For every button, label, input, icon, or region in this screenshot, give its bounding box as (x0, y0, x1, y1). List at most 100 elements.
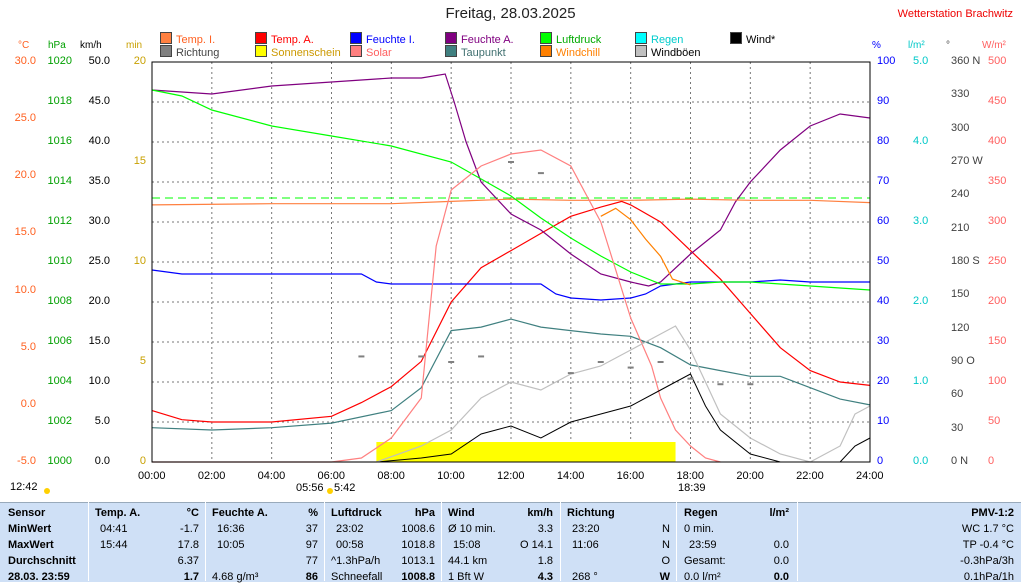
unit-humidity: % (872, 40, 881, 51)
pressure-value: 1018.8 (401, 539, 435, 551)
direction-point (448, 361, 455, 363)
solar-tick: 150 (988, 335, 1007, 347)
direction-tick: 210 (951, 221, 970, 234)
temp-tick: 15.0 (14, 226, 36, 239)
legend-item: Richtung (160, 45, 219, 59)
rain-value: 0.0 (773, 555, 789, 567)
direction-point (508, 161, 514, 163)
rain-header: Regen (684, 507, 718, 519)
legend-item: Temp. I. (160, 32, 215, 46)
legend-swatch (635, 32, 647, 44)
x-tick: 20:00 (736, 470, 764, 482)
wind-tick: 50.0 (88, 55, 110, 67)
pressure-tick: 1018 (47, 95, 72, 107)
pressure-cell: 00:58 (336, 539, 364, 551)
solar-tick: 400 (988, 135, 1007, 147)
direction-tick: 60 (951, 388, 964, 401)
humidity-header: Feuchte A. (212, 507, 268, 519)
wind-value: 1.8 (537, 555, 553, 567)
legend-item: Windchill (540, 45, 600, 59)
direction-tick: 180 S (951, 255, 980, 267)
solar-tick: 200 (988, 295, 1007, 307)
legend-swatch (730, 32, 742, 44)
legend-label: Feuchte A. (461, 34, 514, 46)
x-tick: 10:00 (437, 470, 465, 482)
solar-tick: 350 (988, 175, 1007, 187)
humidity-tick: 50 (877, 255, 890, 267)
direction-cell: 268 ° (572, 571, 598, 583)
pressure-tick: 1020 (47, 55, 72, 67)
stats-divider (88, 502, 89, 581)
unit-rain: l/m² (908, 40, 925, 51)
stats-divider (205, 502, 206, 581)
temp-tick: 30.0 (14, 55, 36, 67)
solar-tick: 100 (988, 375, 1007, 387)
sunset-label: 18:39 (678, 482, 706, 494)
rain-value: 0.0 (773, 571, 789, 583)
temp-header: Temp. A. (95, 507, 141, 519)
legend-swatch (160, 45, 172, 57)
unit-solar: W/m² (982, 40, 1006, 51)
unit-direction: ° (946, 40, 950, 51)
humidity-tick: 70 (877, 175, 890, 187)
direction-value: O (661, 555, 670, 567)
wind-tick: 15.0 (88, 335, 110, 347)
stats-divider (324, 502, 325, 581)
pressure-tick: 1000 (47, 455, 72, 467)
humidity-value: 97 (305, 539, 318, 551)
direction-point (567, 372, 574, 375)
direction-point (597, 361, 604, 363)
legend-label: Richtung (176, 47, 220, 59)
wind-tick: 20.0 (88, 295, 110, 307)
direction-cell: 11:06 (572, 539, 599, 551)
legend-item: Regen (635, 32, 683, 46)
legend-item: Feuchte A. (445, 32, 514, 46)
unit-temp: °C (18, 40, 30, 51)
pressure-tick: 1006 (47, 335, 72, 347)
x-tick: 06:00 (317, 470, 346, 482)
pressure-cell: Schneefall (331, 571, 383, 583)
x-tick: 02:00 (197, 470, 226, 482)
wind-tick: 35.0 (88, 175, 110, 187)
temp-tick: 20.0 (14, 169, 36, 182)
humidity-tick: 0 (877, 455, 884, 467)
direction-cell: 23:20 (572, 523, 600, 535)
humidity-tick: 60 (877, 215, 890, 227)
wind-tick: 45.0 (88, 95, 110, 107)
wind-value: 4.3 (537, 571, 553, 583)
wind-cell: Ø 10 min. (448, 523, 496, 535)
series-feuchte-i- (151, 269, 870, 301)
temp-value: 6.37 (177, 555, 199, 567)
legend-swatch (540, 32, 552, 44)
direction-point (717, 383, 724, 386)
legend-item: Wind* (730, 32, 775, 46)
wind-value: 3.3 (537, 523, 553, 535)
wind-header: Wind (448, 507, 475, 519)
sun-tick: 15 (133, 155, 146, 167)
humidity-cell: 4.68 g/m³ (212, 571, 259, 583)
humidity-tick: 90 (877, 95, 890, 107)
stats-row-label: MaxWert (8, 539, 54, 551)
series-windb-en (152, 325, 871, 463)
direction-tick: 150 (951, 288, 970, 301)
series-feuchte-a- (151, 73, 871, 287)
series-taupunkt (151, 318, 871, 431)
humidity-tick: 100 (877, 55, 896, 67)
legend-label: Windchill (556, 47, 601, 59)
wind-tick: 5.0 (94, 415, 110, 427)
pressure-header: Luftdruck (331, 507, 382, 519)
legend-swatch (635, 45, 647, 57)
legend-label: Solar (366, 47, 392, 59)
direction-point (657, 361, 664, 363)
pressure-tick: 1012 (47, 215, 72, 227)
direction-value: N (662, 539, 670, 551)
pressure-unit: hPa (414, 507, 435, 519)
x-tick: 00:00 (138, 470, 166, 482)
stats-row-label: Durchschnitt (8, 555, 76, 567)
wind-tick: 10.0 (88, 375, 110, 387)
humidity-value: 77 (305, 555, 318, 567)
stats-row-label: MinWert (8, 523, 52, 535)
stats-divider (441, 502, 442, 581)
direction-tick: 120 (951, 321, 970, 334)
pressure-cell: 23:02 (336, 523, 364, 535)
